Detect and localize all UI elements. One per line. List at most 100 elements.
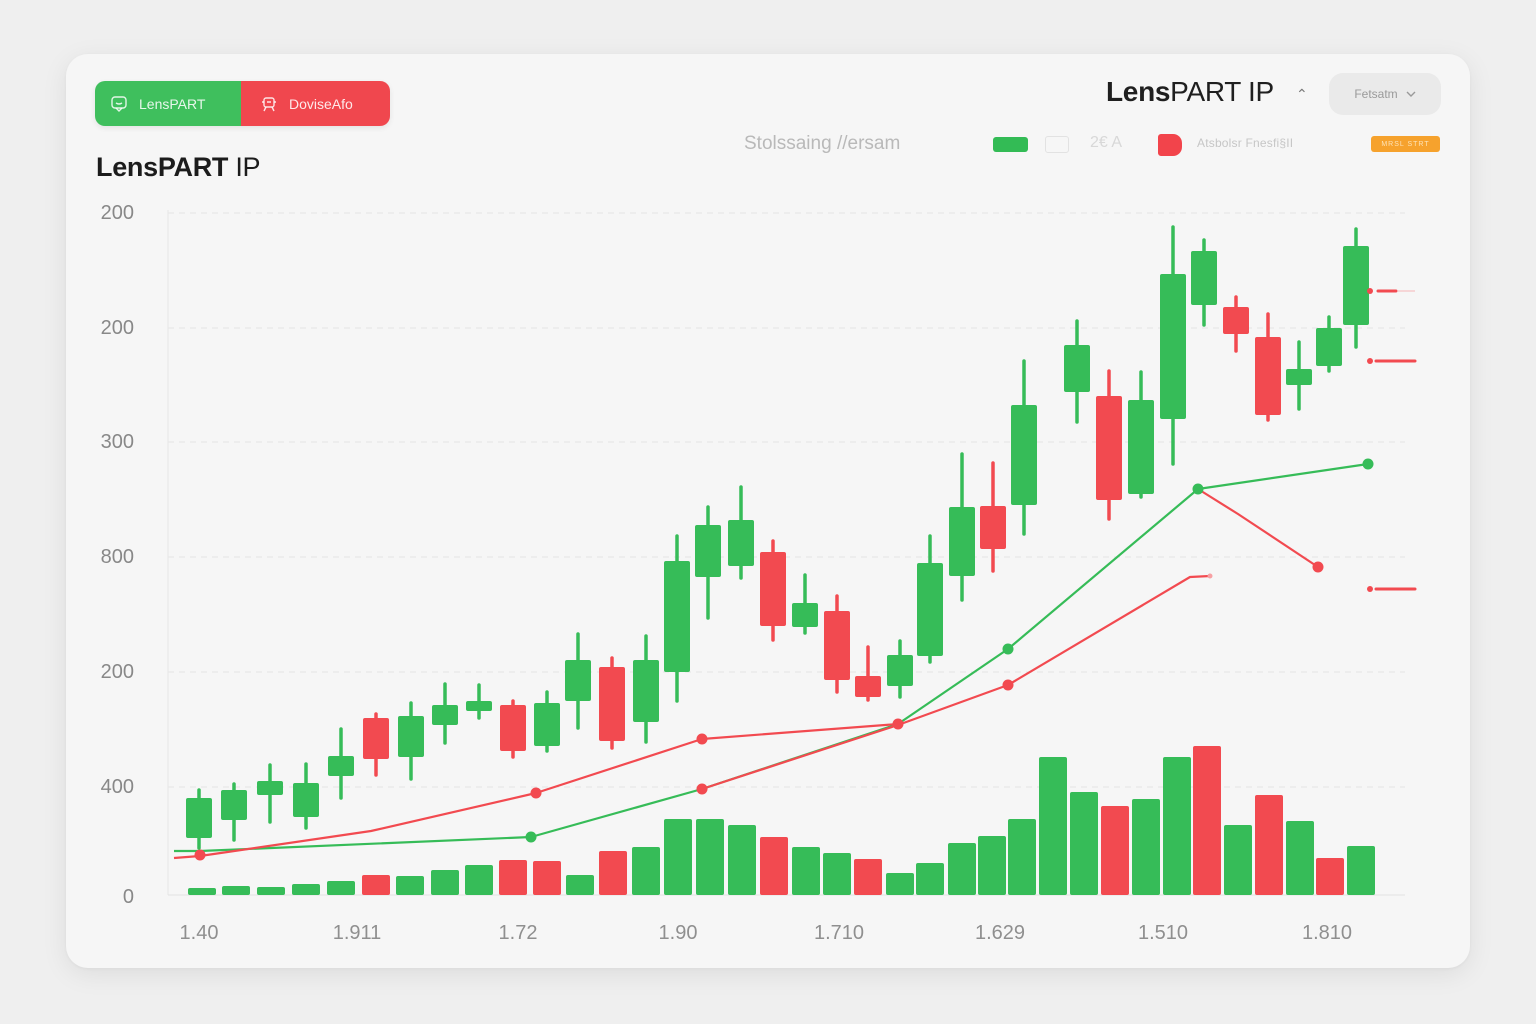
- volume-bar: [188, 888, 216, 895]
- x-tick: 1.40: [179, 922, 219, 944]
- candle-body: [1128, 400, 1154, 494]
- y-tick: 400: [100, 776, 134, 798]
- candle-body: [534, 703, 560, 746]
- candle-body: [221, 790, 247, 820]
- candle-body: [664, 561, 690, 672]
- legend-swatch-green[interactable]: [993, 137, 1028, 152]
- candle-body: [599, 667, 625, 741]
- tab-doviseafo[interactable]: DoviseAfo: [241, 81, 390, 126]
- candle-body: [917, 563, 943, 656]
- chevron-down-icon: [1406, 91, 1416, 97]
- volume-bar: [327, 881, 355, 895]
- page-title: LensPART IP: [96, 152, 261, 182]
- candle-body: [1096, 396, 1122, 500]
- volume-bar: [978, 836, 1006, 895]
- volume-bar: [1101, 806, 1129, 895]
- volume-bar: [465, 865, 493, 895]
- volume-bar: [948, 843, 976, 895]
- candle-body: [432, 705, 458, 725]
- view-toggle: LensPART DoviseAfo: [95, 81, 390, 126]
- x-tick: 1.510: [1137, 922, 1189, 944]
- candle-body: [1064, 345, 1090, 392]
- candle-body: [293, 783, 319, 817]
- x-tick: 1.911: [332, 922, 382, 944]
- volume-bar: [886, 873, 914, 895]
- legend-swatch-red[interactable]: [1158, 134, 1182, 156]
- line-marker: [696, 783, 708, 795]
- volume-bar: [292, 884, 320, 895]
- volume-bar: [1008, 819, 1036, 895]
- volume-bar: [1163, 757, 1191, 895]
- tab-label: LensPART: [139, 95, 206, 112]
- volume-bar: [1070, 792, 1098, 895]
- candle-body: [695, 525, 721, 577]
- y-tick: 0: [122, 886, 134, 908]
- candle-body: [980, 506, 1006, 549]
- volume-bar: [1039, 757, 1067, 895]
- candle-body: [466, 701, 492, 711]
- line-marker: [194, 849, 206, 861]
- candle-body: [1286, 369, 1312, 385]
- volume-bar: [1224, 825, 1252, 895]
- y-tick: 200: [100, 661, 134, 683]
- volume-bar: [1316, 858, 1344, 895]
- candle-body: [257, 781, 283, 795]
- tab-lenspart[interactable]: LensPART: [95, 81, 241, 126]
- candle-body: [1191, 251, 1217, 305]
- candle-body: [1223, 307, 1249, 334]
- volume-bar: [257, 887, 285, 895]
- volume-bar: [1132, 799, 1160, 895]
- legend-orange-badge[interactable]: MRSL STRT: [1371, 136, 1440, 152]
- volume-bar: [1255, 795, 1283, 895]
- volume-bar: [916, 863, 944, 895]
- candle-body: [1160, 274, 1186, 419]
- candle-body: [949, 507, 975, 576]
- price-marker-dot: [1367, 358, 1373, 364]
- volume-bar: [854, 859, 882, 895]
- line-marker: [892, 718, 904, 730]
- legend-red-label: Atsbolsr Fnesfi§II: [1197, 136, 1294, 150]
- period-dropdown[interactable]: Fetsatm: [1329, 73, 1441, 115]
- y-tick: 800: [100, 546, 134, 568]
- volume-bar: [362, 875, 390, 895]
- legend-swatch-empty[interactable]: [1045, 136, 1069, 153]
- line-marker: [1002, 679, 1014, 691]
- x-tick: 1.710: [813, 922, 865, 944]
- candle-body: [363, 718, 389, 759]
- volume-bar: [431, 870, 459, 895]
- volume-bar: [533, 861, 561, 895]
- volume-bar: [664, 819, 692, 895]
- volume-bar: [396, 876, 424, 895]
- x-tick: 1.629: [974, 922, 1026, 944]
- candle-body: [565, 660, 591, 701]
- volume-bar: [599, 851, 627, 895]
- candle-body: [728, 520, 754, 566]
- line-marker: [1312, 561, 1324, 573]
- candle-body: [633, 660, 659, 722]
- volume-bar: [632, 847, 660, 895]
- volume-bar: [566, 875, 594, 895]
- candle-body: [760, 552, 786, 626]
- volume-bar: [728, 825, 756, 895]
- line-marker: [696, 733, 708, 745]
- volume-bar: [499, 860, 527, 895]
- volume-bar: [1193, 746, 1221, 895]
- legend-faint-label: 2€ A: [1090, 134, 1123, 151]
- header-title: LensPART IP: [1106, 76, 1274, 107]
- x-tick: 1.810: [1301, 922, 1353, 944]
- candle-body: [1316, 328, 1342, 366]
- candle-body: [186, 798, 212, 838]
- candle-body: [855, 676, 881, 697]
- bot-icon: [262, 96, 276, 111]
- chart-subtitle: Stolssaing //ersam: [744, 133, 901, 154]
- price-marker-dot: [1367, 288, 1373, 294]
- collapse-caret-icon[interactable]: ⌃: [1296, 86, 1308, 102]
- candle-body: [1255, 337, 1281, 415]
- candle-body: [887, 655, 913, 686]
- volume-bar: [1347, 846, 1375, 895]
- ma-line: [1197, 488, 1319, 568]
- y-tick: 200: [100, 202, 134, 224]
- x-tick: 1.90: [658, 922, 698, 944]
- candle-body: [792, 603, 818, 627]
